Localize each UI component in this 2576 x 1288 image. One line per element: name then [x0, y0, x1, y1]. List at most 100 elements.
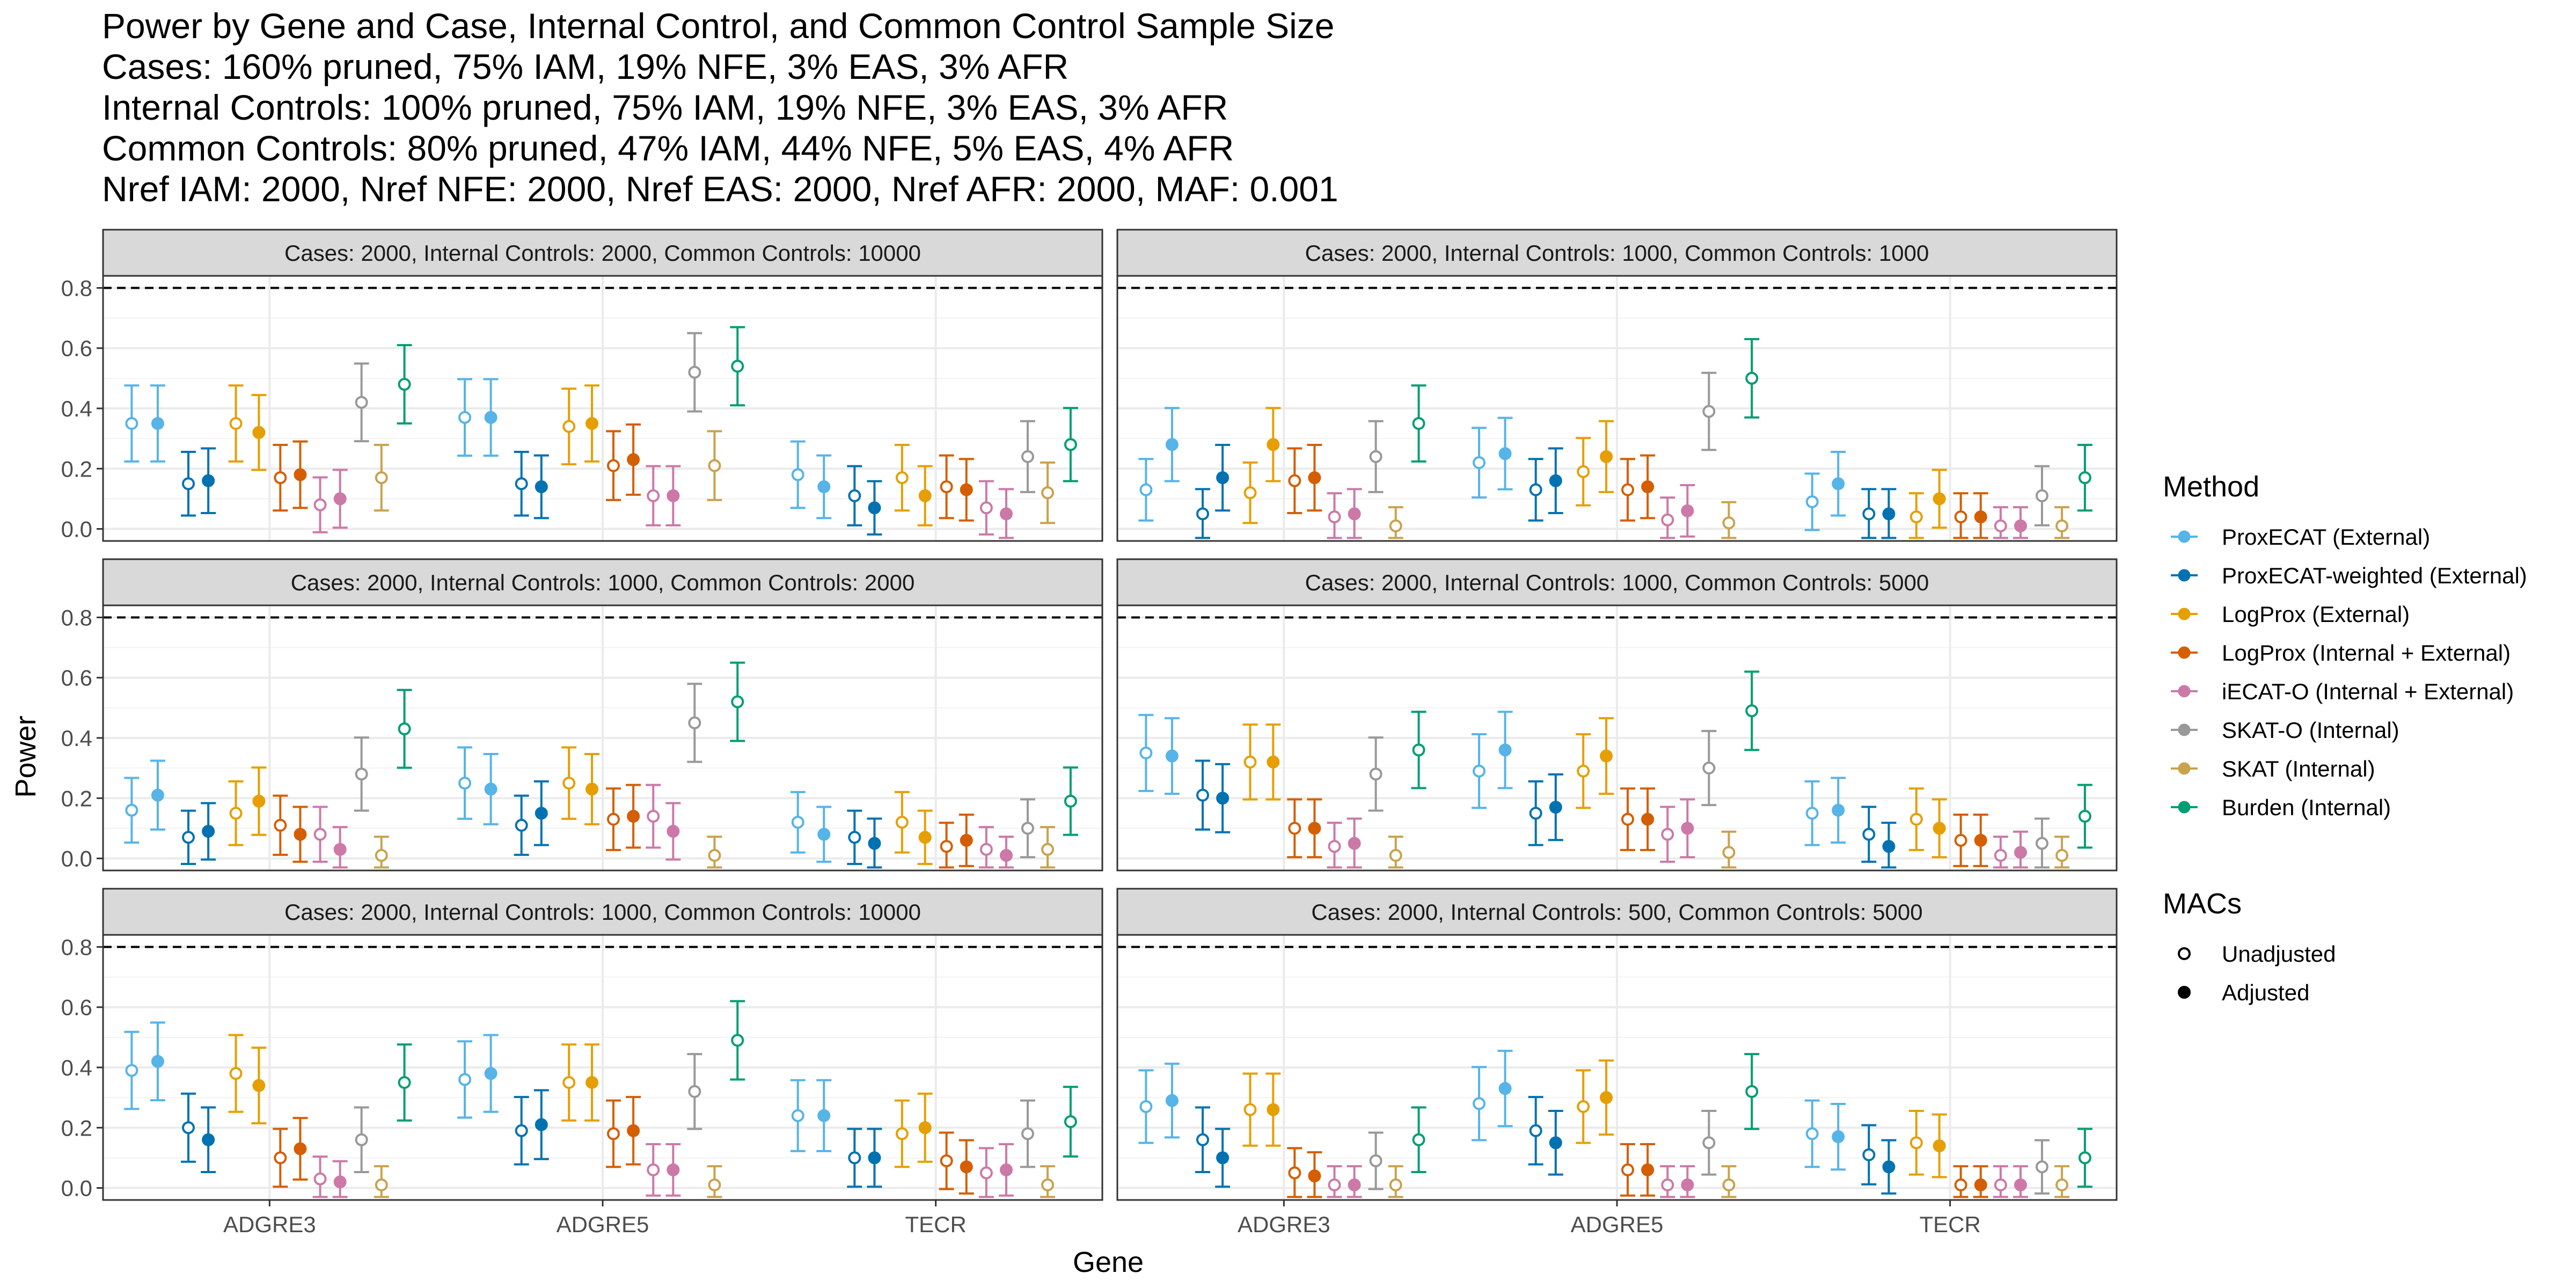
data-point-unadjusted: [229, 417, 243, 430]
data-point-group: [1346, 1165, 1362, 1198]
data-point-group: [1388, 836, 1403, 869]
data-point-group: [1138, 458, 1154, 522]
data-point-unadjusted: [2055, 1178, 2069, 1191]
y-tick-label: 0.0: [61, 517, 92, 542]
data-point-group: [939, 1131, 954, 1190]
data-point-unadjusted: [1702, 1136, 1716, 1150]
facet-strip: [1116, 888, 2118, 936]
legend-key-method: [2171, 685, 2198, 698]
data-point-group: [1701, 371, 1717, 451]
data-point-unadjusted: [1994, 848, 2007, 862]
data-point-unadjusted: [1529, 807, 1542, 820]
data-point-group: [1701, 1110, 1717, 1176]
data-point-group: [1620, 787, 1635, 851]
data-point-group: [707, 836, 722, 869]
data-point-unadjusted: [1473, 764, 1486, 778]
data-point-group: [1744, 670, 1760, 751]
data-point-group: [1472, 427, 1487, 499]
data-point-unadjusted: [355, 767, 368, 781]
data-point-unadjusted: [2078, 1151, 2091, 1165]
data-point-unadjusted: [229, 1067, 243, 1080]
data-point-group: [1599, 420, 1614, 493]
data-point-unadjusted: [1243, 755, 1257, 769]
data-point-unadjusted: [848, 1151, 861, 1165]
data-point-adjusted: [1216, 471, 1230, 485]
data-point-unadjusted: [125, 1064, 138, 1077]
data-point-group: [312, 476, 328, 533]
data-point-adjusted: [586, 782, 599, 796]
data-point-group: [273, 794, 288, 856]
data-point-group: [1497, 416, 1513, 491]
data-point-adjusted: [999, 848, 1013, 862]
data-point-unadjusted: [708, 1178, 721, 1191]
data-point-adjusted: [627, 809, 640, 823]
data-point-group: [1861, 1124, 1877, 1185]
data-point-group: [1680, 1165, 1695, 1198]
data-point-group: [150, 384, 165, 463]
data-point-group: [374, 444, 389, 512]
data-point-adjusted: [1267, 438, 1280, 451]
data-point-unadjusted: [1412, 743, 1425, 757]
data-point-group: [605, 1099, 621, 1168]
data-point-adjusted: [868, 837, 881, 850]
data-point-group: [1497, 711, 1513, 789]
data-point-group: [1265, 1072, 1281, 1147]
x-tick-label: ADGRE5: [557, 1212, 649, 1237]
data-point-adjusted: [1549, 1136, 1562, 1150]
legend-key-unadjusted: [2178, 947, 2191, 960]
data-point-adjusted: [1498, 447, 1512, 460]
data-point-adjusted: [817, 480, 831, 493]
data-point-group: [397, 1043, 412, 1122]
data-point-adjusted: [535, 1118, 548, 1131]
data-point-adjusted: [484, 782, 497, 796]
data-point-unadjusted: [647, 489, 660, 502]
data-point-group: [1327, 1165, 1342, 1198]
data-point-group: [1881, 822, 1897, 869]
data-point-group: [1908, 492, 1924, 539]
data-point-unadjusted: [1702, 762, 1716, 775]
data-point-group: [584, 753, 600, 825]
data-point-unadjusted: [1041, 1178, 1055, 1191]
data-point-group: [584, 1043, 600, 1122]
data-point-group: [1388, 1165, 1403, 1198]
data-point-group: [626, 1096, 641, 1166]
data-point-group: [1195, 1106, 1211, 1173]
data-point-group: [626, 784, 641, 849]
data-point-group: [1215, 763, 1231, 833]
data-point-unadjusted: [848, 489, 861, 502]
data-point-adjusted: [151, 1055, 164, 1068]
data-point-group: [1327, 822, 1342, 869]
data-point-group: [1528, 780, 1543, 846]
data-point-group: [1388, 506, 1403, 539]
data-point-group: [1287, 798, 1302, 859]
data-point-group: [483, 753, 499, 825]
data-point-adjusted: [586, 417, 599, 430]
data-point-unadjusted: [688, 365, 701, 379]
data-point-adjusted: [1267, 755, 1280, 769]
data-point-group: [1307, 798, 1322, 859]
data-point-unadjusted: [313, 1172, 327, 1185]
data-point-unadjusted: [2035, 837, 2048, 850]
data-point-adjusted: [1974, 1178, 1987, 1191]
data-point-unadjusted: [458, 777, 472, 790]
data-point-adjusted: [960, 1160, 973, 1174]
legend-label-method: Burden (Internal): [2222, 795, 2391, 820]
data-point-group: [1346, 817, 1362, 869]
data-point-group: [605, 430, 621, 501]
legend-key-method: [2171, 723, 2198, 736]
data-point-unadjusted: [1954, 833, 1967, 847]
data-point-group: [2054, 506, 2070, 539]
data-point-adjusted: [2014, 1178, 2027, 1191]
data-point-adjusted: [1832, 803, 1845, 817]
data-point-group: [2054, 836, 2070, 869]
data-point-group: [1368, 736, 1384, 812]
data-point-unadjusted: [1064, 438, 1077, 451]
data-point-unadjusted: [355, 1133, 368, 1146]
data-point-group: [354, 736, 369, 812]
data-point-group: [1411, 711, 1426, 789]
data-point-group: [1215, 444, 1231, 512]
data-point-group: [354, 362, 369, 443]
data-point-group: [1497, 1050, 1513, 1128]
panel-border: [1116, 275, 2118, 542]
data-point-unadjusted: [274, 1151, 287, 1165]
